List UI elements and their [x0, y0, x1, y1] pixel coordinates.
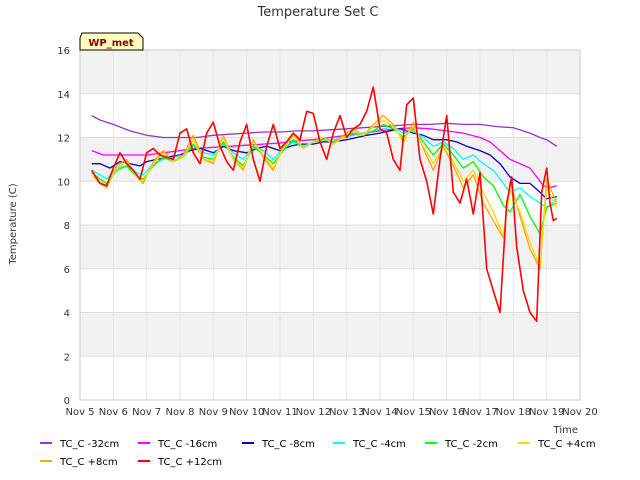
station-badge-box [79, 32, 144, 51]
series-line-tcc-16cm [91, 127, 557, 189]
x-tick-label: Nov 6 [99, 407, 128, 418]
x-tick-label: Nov 5 [65, 407, 94, 418]
plot-band [80, 93, 580, 138]
y-tick-label: 4 [64, 309, 70, 320]
x-tick-label: Nov 16 [429, 407, 464, 418]
legend-label: TC_C +4cm [537, 439, 596, 450]
y-tick-label: 6 [64, 265, 70, 276]
plot-band [80, 181, 580, 225]
plot-band [80, 312, 580, 357]
legend-label: TC_C +12cm [157, 457, 222, 468]
plot-band [80, 356, 580, 400]
legend-label: TC_C -16cm [157, 439, 217, 450]
plot-background-bands [80, 50, 580, 400]
x-tick-label: Nov 19 [529, 407, 564, 418]
y-tick-label: 2 [64, 352, 70, 363]
series-line-tcc+4cm [91, 119, 558, 268]
x-tick-label: Nov 7 [132, 407, 161, 418]
legend: TC_C -32cm TC_C -16cm TC_C -8cm TC_C -4cm TC… [40, 439, 596, 468]
x-tick-label: Nov 15 [396, 407, 431, 418]
x-tick-label: Nov 14 [362, 407, 397, 418]
y-tick-label: 12 [57, 134, 70, 145]
station-badge: WP_met [79, 32, 144, 51]
x-tick-label: Nov 11 [262, 407, 297, 418]
x-tick-label: Nov 20 [562, 407, 597, 418]
y-axis-ticks: 0 2 4 6 8 10 12 14 16 [57, 46, 70, 407]
x-tick-label: Nov 10 [229, 407, 264, 418]
x-tick-label: Nov 13 [329, 407, 364, 418]
chart-title: Temperature Set C [256, 5, 378, 20]
plot-area-frame [79, 49, 581, 401]
x-tick-label: Nov 12 [296, 407, 331, 418]
legend-label: TC_C +8cm [59, 457, 118, 468]
x-tick-label: Nov 9 [199, 407, 228, 418]
plot-band [80, 268, 580, 313]
y-tick-label: 8 [64, 221, 70, 232]
x-axis-label: Time [553, 425, 578, 436]
x-tick-label: Nov 17 [462, 407, 497, 418]
plot-band [80, 50, 580, 94]
x-tick-label: Nov 18 [496, 407, 531, 418]
legend-label: TC_C -4cm [352, 439, 406, 450]
series-line-tcc-2cm [91, 123, 557, 235]
y-tick-label: 0 [64, 396, 70, 407]
legend-label: TC_C -2cm [444, 439, 498, 450]
y-tick-label: 14 [57, 90, 70, 101]
series-line-tcc-32cm [91, 115, 558, 147]
plot-band [80, 225, 580, 269]
y-tick-label: 16 [57, 46, 70, 57]
series-line-tcc+12cm [91, 86, 558, 323]
series-line-tcc-8cm [91, 128, 557, 200]
legend-label: TC_C -8cm [261, 439, 315, 450]
legend-label: TC_C -32cm [59, 439, 119, 450]
x-tick-label: Nov 8 [165, 407, 194, 418]
station-badge-label: WP_met [88, 38, 134, 49]
y-axis-label: Temperature (C) [8, 183, 19, 265]
y-tick-label: 10 [57, 177, 70, 188]
series-lines [91, 86, 558, 323]
